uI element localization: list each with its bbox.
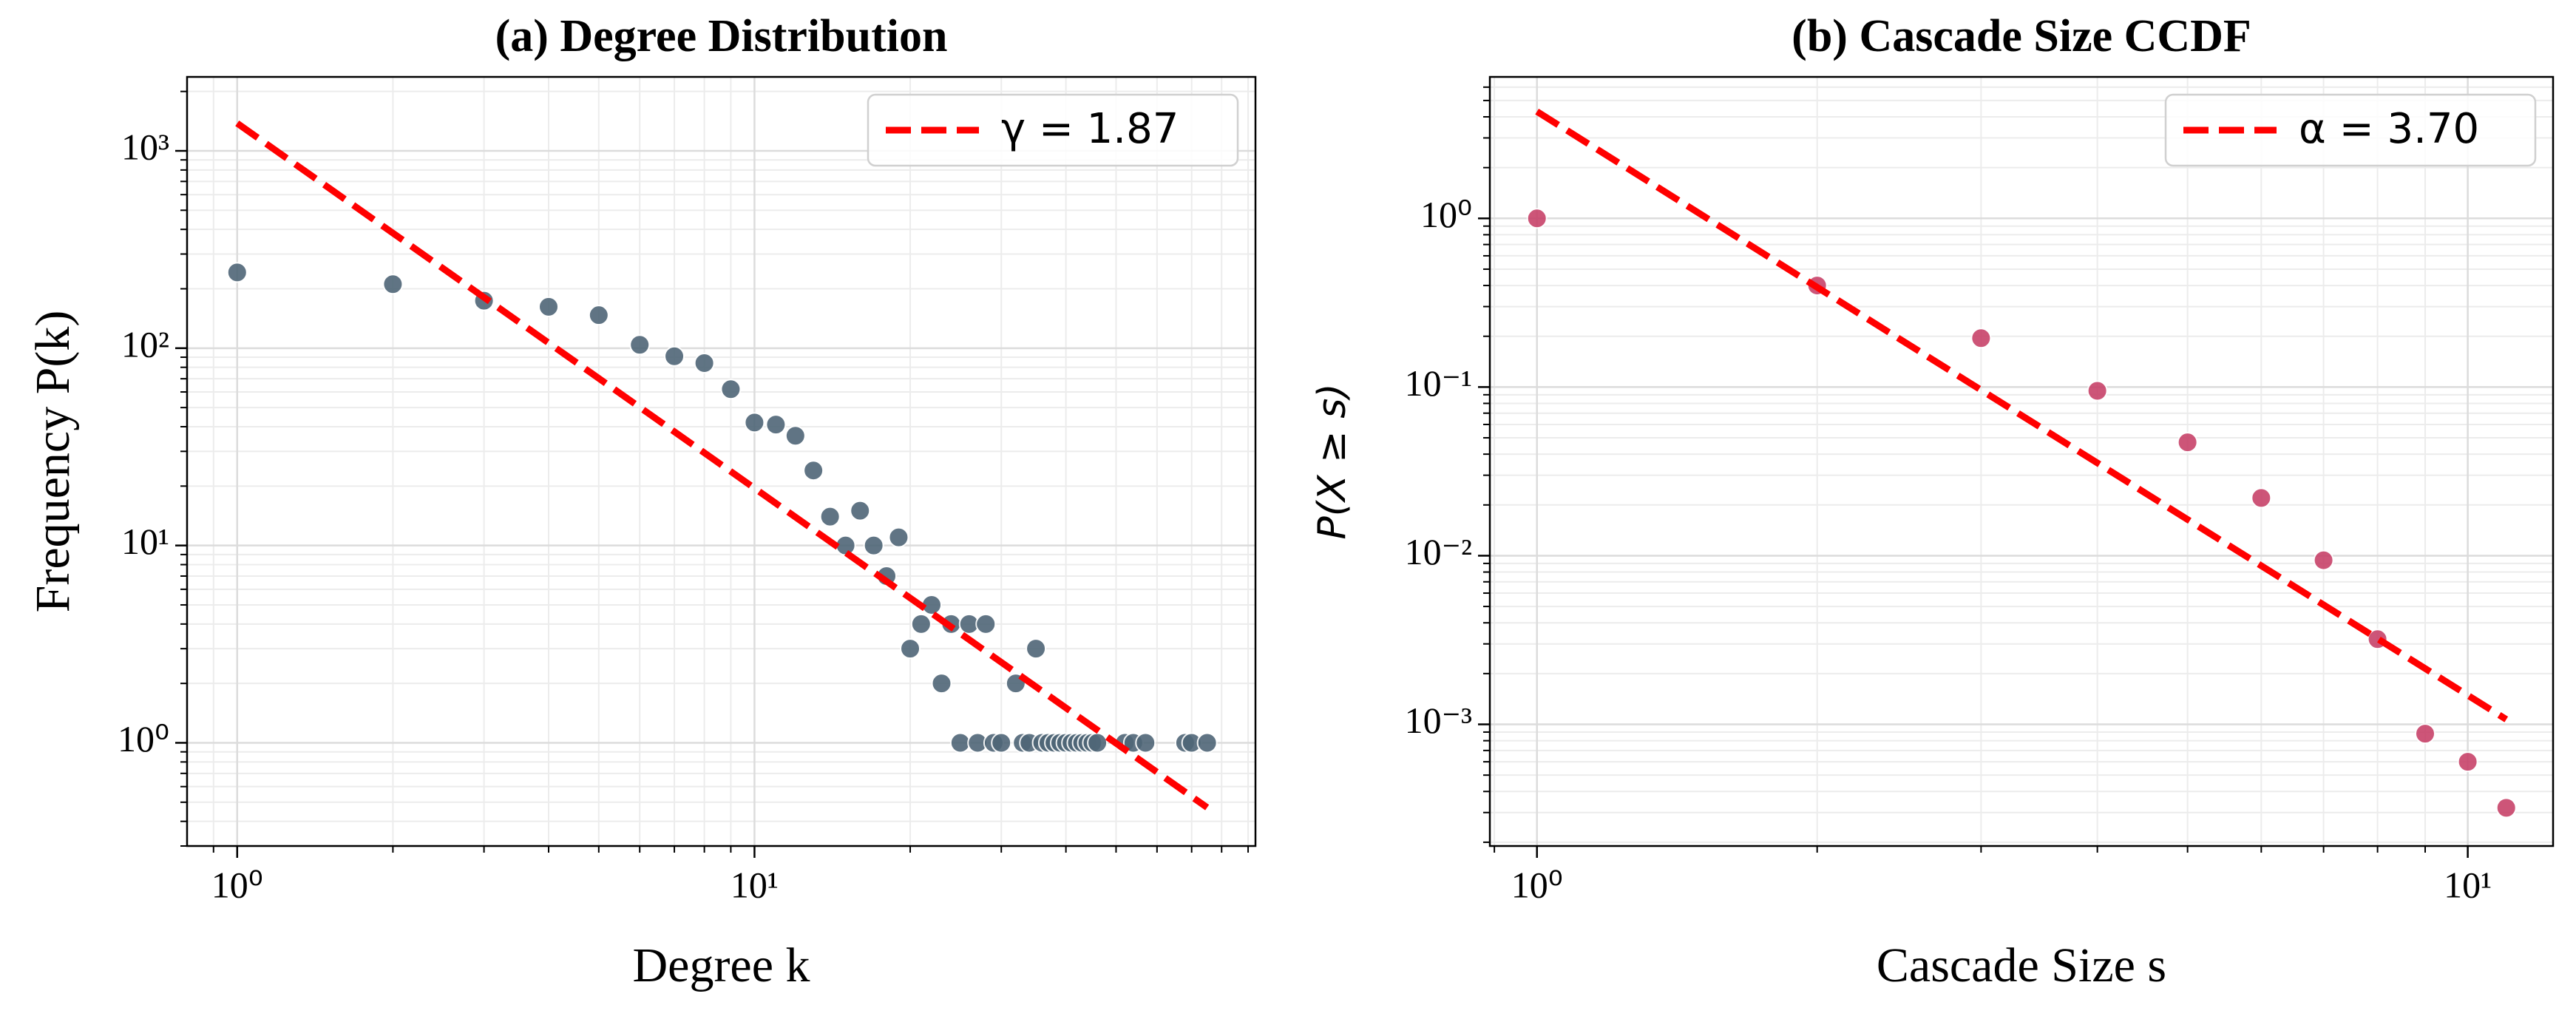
scatter-point [900,638,921,660]
scatter-point [2414,723,2436,745]
scatter-point [1526,208,1548,229]
scatter-point [931,673,952,694]
y-tick-label: 10⁻³ [1405,700,1472,741]
fit-line [235,120,1210,811]
scatter-point [2087,380,2108,402]
scatter-point [1026,638,1047,660]
y-tick-label: 10¹ [121,521,169,562]
scatter-point [975,613,997,634]
chart-panel: 10⁰ 10¹ 10⁻³ 10⁻² 10⁻¹ 10⁰ (b) Cascade Size CC… [1310,11,2555,992]
scatter-point [694,353,715,374]
chart-panel: 10⁰ 10¹ 10⁰ 10¹ 10² 10³ (a) Degree Distributio… [26,11,1257,992]
scatter-point [744,412,765,433]
plot-frame [1488,75,2555,847]
legend-box [867,93,1239,167]
scatter-point [835,535,856,556]
scatter-point [588,305,609,326]
legend-label: γ = 1.87 [1001,105,1179,153]
x-axis-label: Cascade Size s [1877,938,2166,992]
scatter-point [664,345,685,367]
y-axis-label: Frequency P(k) [26,311,80,613]
scatter-point [1196,732,1218,754]
y-tick-label: 10² [121,323,169,365]
x-axis-label: Degree k [632,938,810,992]
legend-label: α = 3.70 [2299,105,2479,153]
x-tick-label: 10¹ [731,864,779,905]
y-tick-label: 10⁻¹ [1405,362,1472,404]
scatter-point [850,500,871,521]
legend-box [2164,93,2537,167]
scatter-point [720,379,742,400]
scatter-point [382,274,404,295]
scatter-point [2457,751,2478,773]
scatter-point [888,527,909,548]
x-tick-label: 10⁰ [1511,864,1563,905]
scatter-point [2177,432,2198,453]
scatter-point [1087,732,1108,754]
chart-title: (a) Degree Distribution [495,11,948,61]
scatter-point [538,296,560,317]
scatter-point [949,732,971,754]
scatter-point [991,732,1012,754]
y-tick-label: 10⁰ [118,718,169,759]
scatter-point [1970,328,1992,349]
x-tick-label: 10¹ [2444,864,2492,905]
scatter-point [784,425,806,447]
scatter-point [803,460,824,481]
scatter-point [910,613,932,634]
y-tick-label: 10⁰ [1420,194,1472,235]
plot-frame [186,75,1257,847]
scatter-point [819,506,841,527]
scatter-point [226,262,248,283]
scatter-point [629,334,651,356]
y-axis-label: P(X ≥ s) [1310,383,1355,539]
y-tick-label: 10³ [121,126,169,167]
y-tick-label: 10⁻² [1405,531,1472,572]
x-tick-label: 10⁰ [211,864,263,905]
scatter-point [2251,487,2272,509]
scatter-point [765,414,787,436]
scatter-point [863,535,884,556]
scatter-point [1135,732,1156,754]
chart-title: (b) Cascade Size CCDF [1792,11,2251,61]
scatter-point [2313,549,2334,571]
scatter-point [2495,797,2517,819]
fit-line [1535,109,2509,722]
